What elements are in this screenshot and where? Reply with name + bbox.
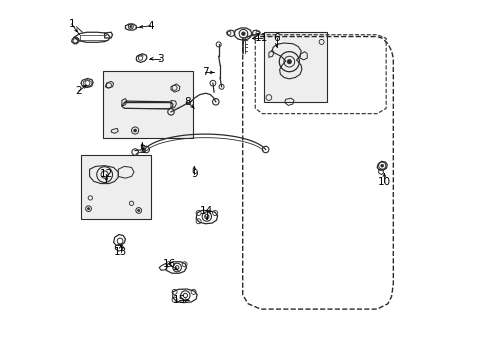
Circle shape bbox=[137, 210, 140, 212]
Text: 1: 1 bbox=[68, 19, 75, 29]
Text: 13: 13 bbox=[114, 247, 127, 257]
FancyBboxPatch shape bbox=[264, 32, 326, 102]
Circle shape bbox=[133, 129, 136, 132]
FancyBboxPatch shape bbox=[81, 155, 151, 219]
Text: 11: 11 bbox=[255, 33, 268, 43]
Text: 9: 9 bbox=[191, 168, 197, 179]
Text: 14: 14 bbox=[200, 206, 213, 216]
Circle shape bbox=[241, 32, 244, 36]
Text: 8: 8 bbox=[183, 97, 190, 107]
Circle shape bbox=[380, 164, 383, 167]
Text: 6: 6 bbox=[273, 33, 280, 43]
Text: 2: 2 bbox=[75, 86, 82, 96]
Circle shape bbox=[286, 59, 291, 64]
Circle shape bbox=[87, 208, 89, 210]
Text: 7: 7 bbox=[202, 67, 208, 77]
Text: 5: 5 bbox=[139, 144, 145, 154]
FancyBboxPatch shape bbox=[102, 71, 192, 138]
Text: 16: 16 bbox=[162, 259, 176, 269]
Text: 4: 4 bbox=[147, 21, 154, 31]
Circle shape bbox=[129, 26, 132, 28]
Text: 15: 15 bbox=[172, 295, 185, 305]
Text: 10: 10 bbox=[377, 177, 390, 187]
Text: 3: 3 bbox=[157, 54, 163, 64]
Text: 12: 12 bbox=[100, 168, 113, 179]
